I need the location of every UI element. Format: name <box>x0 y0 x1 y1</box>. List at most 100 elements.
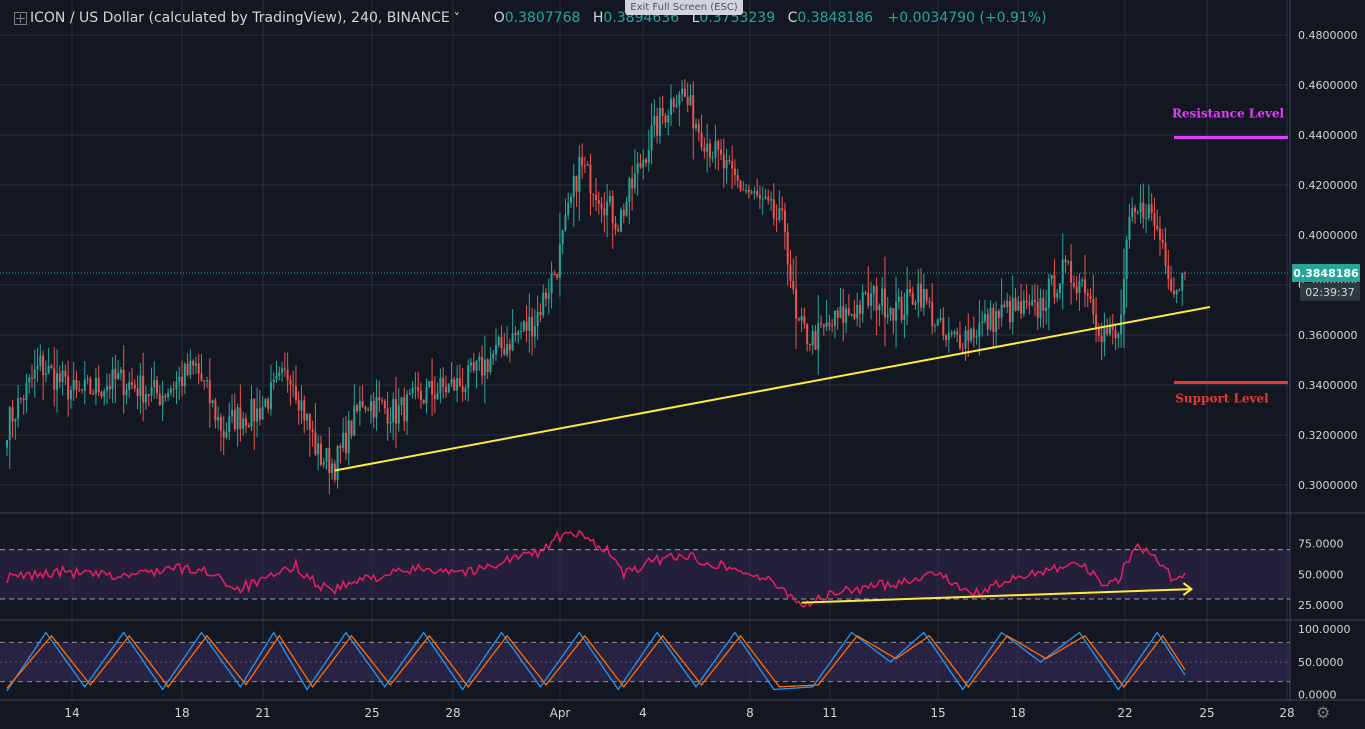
candle-body <box>1167 265 1170 280</box>
candle-body <box>503 348 506 355</box>
candle-body <box>1111 325 1114 330</box>
candle-body <box>622 209 625 216</box>
candle-body <box>670 98 673 116</box>
candle-body <box>431 381 434 395</box>
candle-body <box>56 373 59 390</box>
time-tick-label: 25 <box>364 706 379 720</box>
candle-body <box>42 355 45 376</box>
candle-body <box>261 406 264 420</box>
candle-body <box>625 201 628 216</box>
candle-body <box>1053 274 1056 298</box>
candle-body <box>506 344 509 355</box>
candle-body <box>681 88 684 95</box>
expand-icon[interactable] <box>14 12 27 25</box>
candle-body <box>745 190 748 192</box>
candle-body <box>350 420 353 436</box>
candle-body <box>386 408 389 424</box>
symbol-title[interactable]: ICON / US Dollar (calculated by TradingV… <box>30 10 450 26</box>
candle-body <box>242 418 245 429</box>
candle-body <box>64 370 67 377</box>
candle-body <box>664 115 667 123</box>
candle-body <box>353 405 356 436</box>
candle-body <box>322 462 325 465</box>
candle-body <box>1014 297 1017 311</box>
candle-body <box>406 394 409 422</box>
candle-body <box>239 407 242 429</box>
candle-body <box>895 301 898 321</box>
candle-body <box>225 432 228 438</box>
price-tick-label: 0.3600000 <box>1298 329 1358 342</box>
candle-body <box>133 384 136 389</box>
candle-body <box>956 331 959 335</box>
candle-body <box>1020 301 1023 314</box>
candle-body <box>472 362 475 371</box>
candle-body <box>14 418 17 422</box>
candle-body <box>872 286 875 294</box>
chevron-down-icon[interactable]: ˅ <box>453 11 460 25</box>
candle-body <box>1092 298 1095 315</box>
candle-body <box>786 231 789 265</box>
candle-body <box>1158 228 1161 240</box>
candle-body <box>189 360 192 376</box>
candle-body <box>967 330 970 341</box>
gear-icon[interactable]: ⚙ <box>1316 703 1331 722</box>
rsi-line <box>6 529 1186 608</box>
candle-body <box>1003 304 1006 307</box>
candle-body <box>44 373 47 376</box>
candle-body <box>89 378 92 394</box>
time-tick-label: 22 <box>1117 706 1132 720</box>
candle-body <box>381 400 384 402</box>
candle-body <box>900 296 903 320</box>
candle-body <box>78 389 81 391</box>
candle-body <box>475 360 478 371</box>
candle-body <box>695 123 698 129</box>
candle-body <box>247 425 250 428</box>
candle-body <box>992 307 995 332</box>
candle-body <box>1175 290 1178 295</box>
candle-body <box>264 399 267 407</box>
candle-body <box>1008 300 1011 323</box>
candle-body <box>47 365 50 374</box>
candle-body <box>61 370 64 383</box>
candle-body <box>1017 301 1020 311</box>
candle-body <box>1156 225 1159 229</box>
candle-body <box>711 157 714 159</box>
candle-body <box>6 439 8 448</box>
candle-body <box>364 407 367 410</box>
candle-body <box>1086 293 1089 296</box>
candle-body <box>653 116 656 126</box>
candle-body <box>1022 300 1025 314</box>
time-tick-label: 4 <box>639 706 647 720</box>
candle-body <box>853 313 856 319</box>
candle-body <box>122 369 125 396</box>
candle-body <box>422 399 425 404</box>
candle-body <box>811 331 814 346</box>
candle-body <box>789 264 792 281</box>
candle-body <box>436 393 439 399</box>
candle-body <box>608 196 611 202</box>
stoch-k-line <box>6 631 1186 692</box>
candle-body <box>144 394 147 403</box>
candle-body <box>1150 204 1153 214</box>
candles <box>6 79 1186 495</box>
candle-body <box>544 292 547 299</box>
candle-body <box>658 107 661 136</box>
candle-body <box>136 388 139 397</box>
candle-body <box>19 398 22 400</box>
candle-body <box>344 432 347 454</box>
candle-body <box>383 400 386 409</box>
candle-body <box>428 381 431 388</box>
candle-body <box>392 398 395 423</box>
candle-body <box>153 380 156 388</box>
exit-fullscreen-button[interactable]: Exit Full Screen (ESC) <box>625 0 743 15</box>
candle-body <box>867 292 870 306</box>
time-tick-label: 21 <box>255 706 270 720</box>
candle-body <box>1136 211 1139 213</box>
candle-body <box>561 230 564 245</box>
candle-body <box>72 379 75 390</box>
candle-body <box>1039 297 1042 318</box>
candle-body <box>1181 272 1184 291</box>
candle-body <box>508 344 511 351</box>
candle-body <box>961 348 964 350</box>
